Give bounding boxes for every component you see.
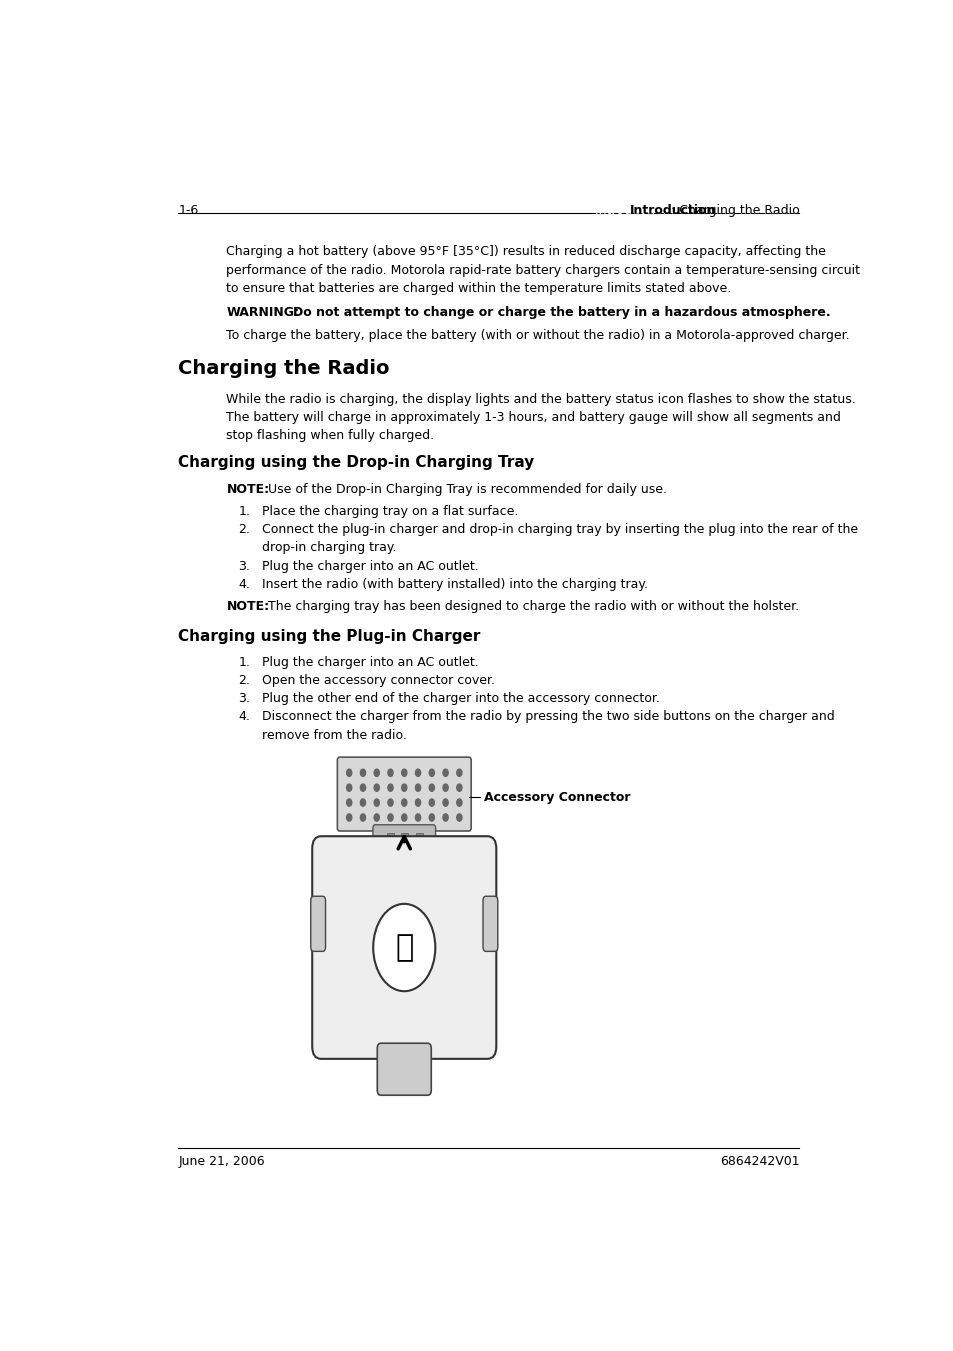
Circle shape xyxy=(429,769,434,777)
Text: 3.: 3. xyxy=(238,692,250,705)
Circle shape xyxy=(388,784,393,792)
Circle shape xyxy=(415,784,420,792)
Text: Connect the plug-in charger and drop-in charging tray by inserting the plug into: Connect the plug-in charger and drop-in … xyxy=(262,523,857,536)
Circle shape xyxy=(373,904,435,992)
Circle shape xyxy=(415,813,420,821)
Circle shape xyxy=(442,769,448,777)
Circle shape xyxy=(360,798,365,807)
Text: June 21, 2006: June 21, 2006 xyxy=(178,1155,265,1167)
Text: To charge the battery, place the battery (with or without the radio) in a Motoro: To charge the battery, place the battery… xyxy=(226,328,849,342)
Text: performance of the radio. Motorola rapid-rate battery chargers contain a tempera: performance of the radio. Motorola rapid… xyxy=(226,263,860,277)
Circle shape xyxy=(401,784,406,792)
Circle shape xyxy=(442,784,448,792)
Text: Charging using the Drop-in Charging Tray: Charging using the Drop-in Charging Tray xyxy=(178,455,534,470)
Circle shape xyxy=(360,813,365,821)
Text: remove from the radio.: remove from the radio. xyxy=(262,728,406,742)
Circle shape xyxy=(346,784,352,792)
Text: 2.: 2. xyxy=(238,674,250,686)
Text: 3.: 3. xyxy=(238,559,250,573)
Text: 4.: 4. xyxy=(238,578,250,590)
Text: The battery will charge in approximately 1-3 hours, and battery gauge will show : The battery will charge in approximately… xyxy=(226,411,841,424)
Circle shape xyxy=(429,784,434,792)
Text: Charging using the Plug-in Charger: Charging using the Plug-in Charger xyxy=(178,628,480,643)
Text: WARNING:: WARNING: xyxy=(226,307,299,319)
Text: Disconnect the charger from the radio by pressing the two side buttons on the ch: Disconnect the charger from the radio by… xyxy=(262,711,834,723)
FancyBboxPatch shape xyxy=(373,824,436,850)
FancyBboxPatch shape xyxy=(312,836,496,1059)
Bar xyxy=(386,832,394,842)
Text: Ⓜ: Ⓜ xyxy=(395,934,413,962)
Circle shape xyxy=(346,813,352,821)
Text: Charging the Radio: Charging the Radio xyxy=(178,359,390,378)
Text: Do not attempt to change or charge the battery in a hazardous atmosphere.: Do not attempt to change or charge the b… xyxy=(293,307,830,319)
Text: 1-6: 1-6 xyxy=(178,204,198,216)
Text: drop-in charging tray.: drop-in charging tray. xyxy=(262,542,396,554)
Circle shape xyxy=(401,813,406,821)
Circle shape xyxy=(360,784,365,792)
Text: to ensure that batteries are charged within the temperature limits stated above.: to ensure that batteries are charged wit… xyxy=(226,282,731,295)
Text: stop flashing when fully charged.: stop flashing when fully charged. xyxy=(226,430,435,442)
Text: The charging tray has been designed to charge the radio with or without the hols: The charging tray has been designed to c… xyxy=(268,600,799,613)
Text: NOTE:: NOTE: xyxy=(226,482,270,496)
Text: Introduction: Charging the Radio: Introduction: Charging the Radio xyxy=(595,204,799,216)
Circle shape xyxy=(374,798,379,807)
Text: : Charging the Radio: : Charging the Radio xyxy=(670,204,799,216)
FancyBboxPatch shape xyxy=(482,896,497,951)
Circle shape xyxy=(429,798,434,807)
Bar xyxy=(416,832,422,842)
FancyBboxPatch shape xyxy=(337,757,471,831)
Circle shape xyxy=(401,798,406,807)
Circle shape xyxy=(456,798,461,807)
Text: NOTE:: NOTE: xyxy=(226,600,270,613)
FancyBboxPatch shape xyxy=(376,1043,431,1096)
Text: Open the accessory connector cover.: Open the accessory connector cover. xyxy=(262,674,495,686)
Circle shape xyxy=(456,784,461,792)
Text: Introduction: Introduction xyxy=(629,204,715,216)
Text: While the radio is charging, the display lights and the battery status icon flas: While the radio is charging, the display… xyxy=(226,393,855,405)
Circle shape xyxy=(388,769,393,777)
Circle shape xyxy=(401,769,406,777)
Circle shape xyxy=(374,784,379,792)
Bar xyxy=(401,832,408,842)
Text: Use of the Drop-in Charging Tray is recommended for daily use.: Use of the Drop-in Charging Tray is reco… xyxy=(268,482,666,496)
Circle shape xyxy=(374,813,379,821)
Text: Plug the charger into an AC outlet.: Plug the charger into an AC outlet. xyxy=(262,655,478,669)
Circle shape xyxy=(456,769,461,777)
Text: Accessory Connector: Accessory Connector xyxy=(483,790,630,804)
Circle shape xyxy=(415,798,420,807)
Circle shape xyxy=(415,769,420,777)
Circle shape xyxy=(442,813,448,821)
Text: 2.: 2. xyxy=(238,523,250,536)
Circle shape xyxy=(442,798,448,807)
Text: 6864242V01: 6864242V01 xyxy=(720,1155,799,1167)
Text: Plug the charger into an AC outlet.: Plug the charger into an AC outlet. xyxy=(262,559,478,573)
Text: Place the charging tray on a flat surface.: Place the charging tray on a flat surfac… xyxy=(262,505,517,517)
Text: 4.: 4. xyxy=(238,711,250,723)
Circle shape xyxy=(346,798,352,807)
Circle shape xyxy=(374,769,379,777)
Text: Insert the radio (with battery installed) into the charging tray.: Insert the radio (with battery installed… xyxy=(262,578,647,590)
Circle shape xyxy=(388,798,393,807)
Text: 1.: 1. xyxy=(238,655,250,669)
Text: Plug the other end of the charger into the accessory connector.: Plug the other end of the charger into t… xyxy=(262,692,659,705)
Circle shape xyxy=(429,813,434,821)
Circle shape xyxy=(360,769,365,777)
Circle shape xyxy=(346,769,352,777)
FancyBboxPatch shape xyxy=(311,896,325,951)
Text: 1.: 1. xyxy=(238,505,250,517)
Text: Charging a hot battery (above 95°F [35°C]) results in reduced discharge capacity: Charging a hot battery (above 95°F [35°C… xyxy=(226,246,825,258)
Circle shape xyxy=(388,813,393,821)
Circle shape xyxy=(456,813,461,821)
